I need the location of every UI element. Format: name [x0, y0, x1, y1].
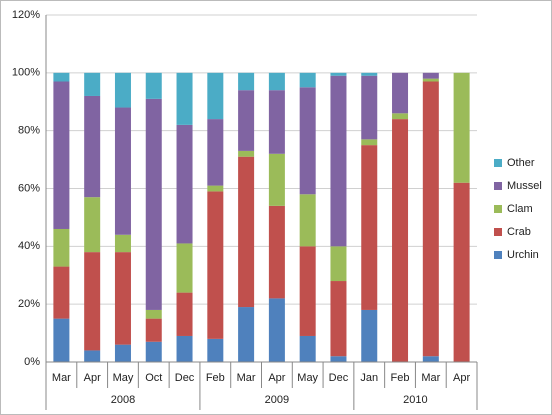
bar-segment	[238, 72, 255, 91]
y-tick-label: 60%	[18, 182, 40, 194]
bar-segment	[330, 75, 347, 247]
group-label: 2008	[111, 394, 135, 406]
legend-label: Other	[507, 157, 535, 169]
bar-segment	[114, 107, 131, 235]
group-label: 2009	[265, 394, 289, 406]
bar-segment	[453, 72, 470, 183]
bar-segment	[299, 335, 316, 362]
y-tick-label: 20%	[18, 298, 40, 310]
bar-segment	[361, 309, 378, 362]
bar-segment	[299, 72, 316, 88]
bar-segment	[207, 191, 224, 339]
bar-segment	[145, 341, 162, 362]
bar-segment	[84, 350, 101, 362]
bar-segment	[207, 119, 224, 186]
bar-segment	[299, 194, 316, 247]
legend-label: Clam	[507, 203, 533, 215]
x-tick-label: Mar	[421, 372, 440, 384]
x-tick-label: Feb	[391, 372, 410, 384]
bar-segment	[176, 243, 193, 293]
bar-segment	[84, 252, 101, 351]
legend-label: Crab	[507, 226, 531, 238]
x-tick-label: Dec	[175, 372, 195, 384]
bar-segment	[53, 228, 70, 267]
bar-segment	[330, 72, 347, 76]
legend-swatch	[494, 182, 502, 190]
bar-segment	[84, 72, 101, 96]
x-tick-label: May	[113, 372, 134, 384]
bar-segment	[422, 81, 439, 357]
bar-segment	[299, 246, 316, 336]
bar-segment	[145, 318, 162, 342]
bar-segment	[238, 150, 255, 157]
bar-segment	[268, 90, 285, 154]
bar-segment	[392, 113, 409, 120]
legend-swatch	[494, 228, 502, 236]
x-tick-label: Apr	[84, 372, 101, 384]
bar-segment	[238, 90, 255, 151]
bar-segment	[53, 318, 70, 362]
x-tick-label: Feb	[206, 372, 225, 384]
bar-segment	[114, 234, 131, 253]
x-tick-label: Mar	[52, 372, 71, 384]
legend-swatch	[494, 251, 502, 259]
legend-label: Mussel	[507, 180, 542, 192]
bar-segment	[176, 72, 193, 125]
bar-segment	[299, 87, 316, 195]
y-tick-label: 120%	[12, 9, 40, 21]
x-tick-label: May	[297, 372, 318, 384]
y-tick-label: 100%	[12, 67, 40, 79]
y-tick-label: 0%	[24, 356, 40, 368]
x-tick-label: Dec	[329, 372, 349, 384]
bar-segment	[207, 72, 224, 120]
x-tick-label: Mar	[237, 372, 256, 384]
bar-segment	[114, 252, 131, 345]
bar-segment	[176, 124, 193, 244]
bar-segment	[145, 309, 162, 319]
bar-segment	[207, 185, 224, 192]
bar-segment	[84, 197, 101, 253]
bar-segment	[361, 139, 378, 146]
bar-segment	[268, 153, 285, 206]
bar-segment	[422, 356, 439, 362]
bar-segment	[53, 72, 70, 82]
bar-segment	[361, 145, 378, 310]
bar-segment	[176, 292, 193, 336]
bar-segment	[53, 81, 70, 229]
bar-segment	[145, 98, 162, 310]
bar-segment	[114, 72, 131, 108]
bar-segment	[176, 335, 193, 362]
bar-segment	[392, 72, 409, 114]
bar-segment	[361, 72, 378, 76]
x-tick-label: Jan	[360, 372, 378, 384]
bar-segment	[53, 266, 70, 319]
legend-label: Urchin	[507, 249, 539, 261]
bar-segment	[453, 182, 470, 362]
bar-segment	[330, 281, 347, 357]
bar-segment	[330, 356, 347, 362]
legend-swatch	[494, 205, 502, 213]
bar-segment	[422, 78, 439, 82]
bar-segment	[238, 307, 255, 362]
legend-swatch	[494, 159, 502, 167]
x-tick-label: Oct	[145, 372, 162, 384]
y-tick-label: 80%	[18, 125, 40, 137]
bar-segment	[392, 119, 409, 362]
y-tick-label: 40%	[18, 240, 40, 252]
bar-segment	[361, 75, 378, 140]
x-tick-label: Apr	[268, 372, 285, 384]
bar-segment	[268, 72, 285, 91]
group-label: 2010	[403, 394, 427, 406]
bar-segment	[268, 205, 285, 299]
bar-segment	[207, 338, 224, 362]
bar-segment	[145, 72, 162, 99]
bar-segment	[268, 298, 285, 362]
bar-segment	[84, 95, 101, 198]
bar-segment	[330, 246, 347, 282]
bar-segment	[238, 156, 255, 308]
x-tick-label: Apr	[453, 372, 470, 384]
bar-segment	[422, 72, 439, 79]
bar-segment	[114, 344, 131, 362]
